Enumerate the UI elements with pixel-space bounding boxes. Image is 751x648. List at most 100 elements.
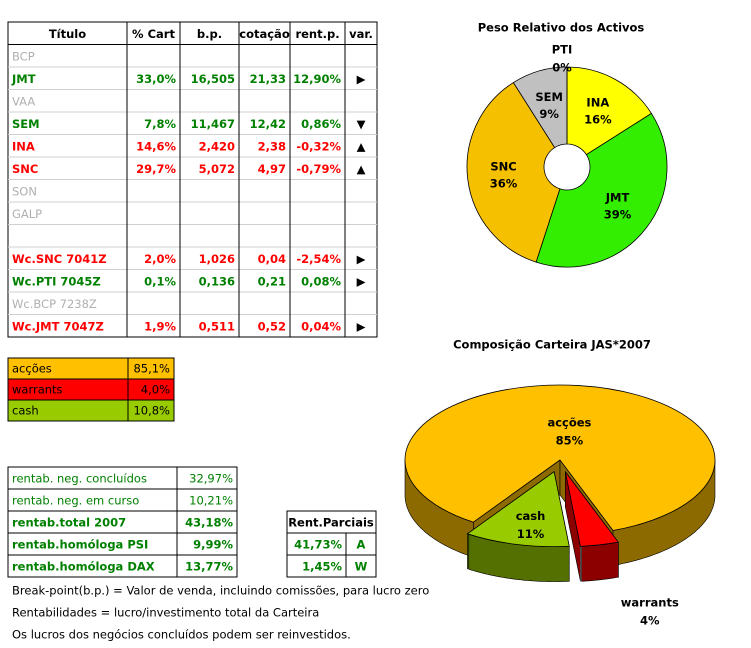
cell-text: 43,18% <box>185 516 233 530</box>
slice-value-label: 9% <box>539 107 559 121</box>
cell-text: ▶ <box>357 274 366 288</box>
cell-text: 12,42 <box>250 117 286 131</box>
cell-text: 0,04% <box>301 319 341 333</box>
header-text: cotação <box>239 27 290 41</box>
slice-value-label: 85% <box>556 433 584 447</box>
cell-text: SON <box>12 184 37 198</box>
cell-text: ▶ <box>357 319 366 333</box>
cell-text: ▶ <box>357 252 366 266</box>
cell-text: 10,8% <box>133 404 170 418</box>
cell-text: 0,04 <box>258 252 286 266</box>
pie-slice <box>566 66 652 156</box>
cell-text: 7,8% <box>144 117 176 131</box>
cell-text: ▼ <box>357 117 366 131</box>
cell <box>127 399 175 422</box>
cell-text: 14,6% <box>136 139 176 153</box>
cell-text: 85,1% <box>133 362 170 376</box>
cell-text: 4,0% <box>141 383 170 397</box>
cell-text: -0,79% <box>296 162 341 176</box>
cell-text: -0,32% <box>296 139 341 153</box>
cell-text: 1,45% <box>302 560 342 574</box>
cell-text: 1,026 <box>199 252 235 266</box>
cell-text: 0,08% <box>301 274 341 288</box>
cell-text: 12,90% <box>293 72 341 86</box>
cell-text: 2,38 <box>258 139 286 153</box>
cell-text: 0,136 <box>199 274 235 288</box>
cell-text: Wc.PTI 7045Z <box>12 274 101 288</box>
slice-label: INA <box>586 95 609 109</box>
cell-text: ▶ <box>357 72 366 86</box>
cell-text: 0,21 <box>258 274 286 288</box>
cell-text: JMT <box>11 72 36 86</box>
cell-text: rentab. neg. concluídos <box>12 472 147 486</box>
cell-text: 13,77% <box>185 560 233 574</box>
cell-text: A <box>357 538 366 552</box>
cell-text: VAA <box>12 94 35 108</box>
note: Os lucros dos negócios concluídos podem … <box>12 628 351 642</box>
note: Break-point(b.p.) = Valor de venda, incl… <box>12 584 429 598</box>
slice-value-label: 36% <box>490 177 518 191</box>
cell-text: rentab.homóloga PSI <box>12 538 148 552</box>
cell-text: 41,73% <box>294 538 342 552</box>
pie-slice <box>466 82 561 263</box>
cell-text: 2,0% <box>144 252 176 266</box>
header-text: var. <box>349 27 373 41</box>
pie-slice <box>535 112 668 268</box>
cell-text: SNC <box>12 162 38 176</box>
chart-title: Composição Carteira JAS*2007 <box>453 338 651 352</box>
cell-text: Wc.SNC 7041Z <box>12 252 107 266</box>
cell-text: 2,420 <box>199 139 235 153</box>
cell-text: 0,52 <box>258 319 286 333</box>
cell-text: 16,505 <box>191 72 235 86</box>
cell-text: -2,54% <box>296 252 341 266</box>
cell-text: 0,86% <box>301 117 341 131</box>
slice-label: SNC <box>490 160 516 174</box>
slice-label: JMT <box>605 191 630 205</box>
cell-text: INA <box>12 139 35 153</box>
slice-value-label: 16% <box>584 112 612 126</box>
cell-text: acções <box>12 362 52 376</box>
slice-value-label: 11% <box>517 527 545 541</box>
cell-text: cash <box>12 404 39 418</box>
cell-text: W <box>355 560 368 574</box>
cell-text: 21,33 <box>250 72 286 86</box>
cell-text: rentab.total 2007 <box>12 516 126 530</box>
cell-text: BCP <box>12 49 35 63</box>
slice-label: cash <box>516 509 546 523</box>
cell-text: 33,0% <box>136 72 176 86</box>
cell-text: rentab. neg. em curso <box>12 494 139 508</box>
slice-label: PTI <box>552 43 573 57</box>
cell-text: 0,511 <box>199 319 235 333</box>
slice-label: warrants <box>621 595 679 609</box>
slice-value-label: 0% <box>552 61 572 75</box>
header-text: Rent.Parciais <box>288 516 374 530</box>
pie-slice <box>466 470 570 548</box>
cell-text: ▲ <box>357 139 366 153</box>
header-text: rent.p. <box>295 27 339 41</box>
cell-text: Wc.JMT 7047Z <box>12 319 104 333</box>
cell-text: 29,7% <box>136 162 176 176</box>
cell <box>345 554 377 578</box>
slice-value-label: 4% <box>640 613 660 627</box>
pie-slice <box>564 471 620 547</box>
cell-text: 1,9% <box>144 319 176 333</box>
cell-text: 4,97 <box>258 162 286 176</box>
chart-title: Peso Relativo dos Activos <box>478 21 645 35</box>
header-text: b.p. <box>197 27 222 41</box>
cell-text: SEM <box>12 117 40 131</box>
slice-value-label: 39% <box>604 208 632 222</box>
cell <box>176 554 238 578</box>
slice-side <box>581 541 619 582</box>
cell-text: 0,1% <box>144 274 176 288</box>
note: Rentabilidades = lucro/investimento tota… <box>12 606 319 620</box>
cell-text: rentab.homóloga DAX <box>12 560 155 574</box>
cell-text: 10,21% <box>189 494 233 508</box>
cell-text: 11,467 <box>191 117 235 131</box>
cell-text: 32,97% <box>189 472 233 486</box>
header-text: Título <box>49 27 86 41</box>
cell-text: GALP <box>12 207 42 221</box>
cell-text: warrants <box>12 383 63 397</box>
header-text: % Cart <box>132 27 175 41</box>
cell-text: 5,072 <box>199 162 235 176</box>
